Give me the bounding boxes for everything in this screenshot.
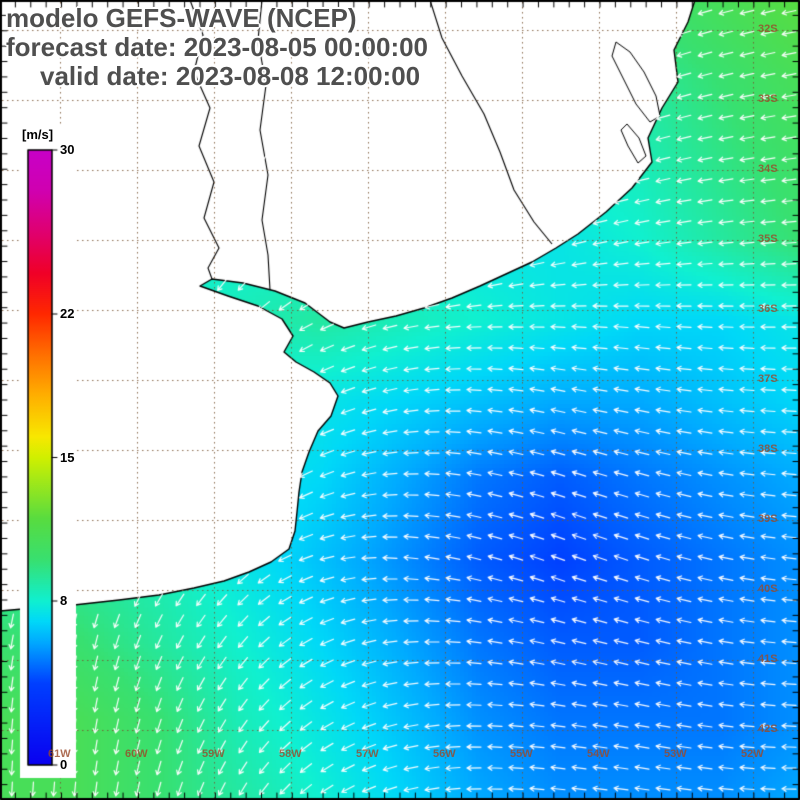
forecast-date: forecast date: 2023-08-05 00:00:00	[6, 32, 429, 62]
valid-date: valid date: 2023-08-08 12:00:00	[40, 61, 421, 91]
colorbar-unit-label: [m/s]	[22, 127, 54, 142]
model-name: modelo GEFS-WAVE (NCEP)	[6, 3, 357, 33]
title-block: modelo GEFS-WAVE (NCEP) forecast date: 2…	[6, 4, 428, 91]
